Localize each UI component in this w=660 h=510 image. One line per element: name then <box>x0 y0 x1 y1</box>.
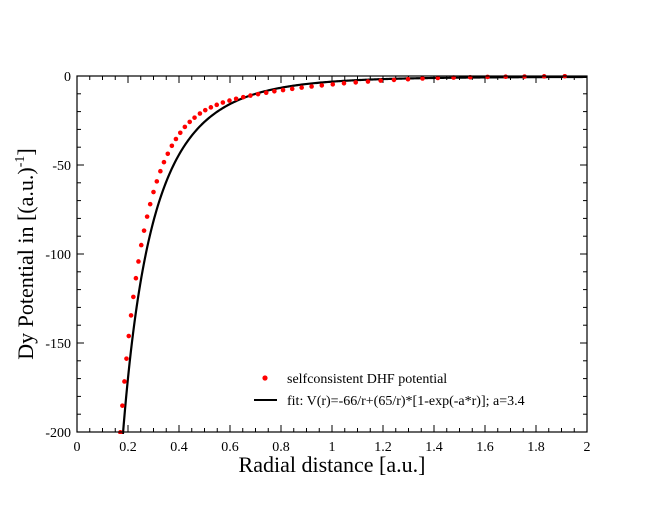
x-tick-label: 0 <box>74 440 81 455</box>
dhf-data-point <box>214 102 220 108</box>
x-tick-label: 1.4 <box>425 440 443 455</box>
dhf-data-point <box>147 201 153 207</box>
y-axis-title-main: Dy Potential in [(a.u.) <box>13 167 38 359</box>
dhf-data-point <box>263 90 269 96</box>
x-tick-label: 1.2 <box>374 440 392 455</box>
dhf-data-point <box>138 242 144 248</box>
dhf-data-point <box>405 76 411 82</box>
dhf-data-point <box>289 86 295 92</box>
y-tick-label: -50 <box>52 159 71 174</box>
y-axis-title-superscript: -1 <box>13 156 28 168</box>
dhf-data-point <box>122 379 127 384</box>
dhf-data-point <box>128 313 134 318</box>
dhf-data-point <box>192 115 197 120</box>
legend-label-dhf: selfconsistent DHF potential <box>287 372 447 387</box>
dhf-data-point <box>299 85 304 90</box>
dhf-data-point <box>240 94 246 100</box>
dhf-data-point <box>182 124 188 130</box>
dhf-data-point <box>220 100 226 105</box>
dhf-data-point <box>173 136 179 142</box>
dhf-data-point <box>158 168 163 174</box>
dhf-data-point <box>330 82 336 87</box>
dhf-data-point <box>124 356 129 361</box>
dhf-data-point <box>227 98 232 103</box>
dhf-data-point <box>391 77 397 83</box>
dhf-data-point <box>485 74 490 80</box>
x-tick-label: 1 <box>329 440 336 455</box>
dhf-data-point <box>208 105 214 110</box>
x-tick-label: 0.4 <box>170 440 188 455</box>
dhf-data-point <box>144 214 150 219</box>
x-axis-title: Radial distance [a.u.] <box>239 452 426 477</box>
y-tick-label: -200 <box>45 426 71 441</box>
dhf-data-point <box>126 333 132 339</box>
dhf-data-point <box>177 130 183 136</box>
y-tick-label: -150 <box>45 337 71 352</box>
dhf-data-point <box>165 151 171 157</box>
dhf-data-point <box>435 75 441 81</box>
dhf-data-point <box>353 80 359 85</box>
dhf-data-point <box>120 403 125 408</box>
dhf-data-point <box>319 83 325 88</box>
x-tick-label: 0.8 <box>272 440 290 455</box>
dhf-data-point <box>248 93 253 98</box>
dhf-data-point <box>233 96 239 102</box>
tick-labels: 0 0.2 0.4 0.6 0.8 1 1.2 1.4 1.6 1.8 2 0 -50 -100 -150 -… <box>45 70 590 455</box>
dhf-data-point <box>272 89 277 94</box>
plot-frame <box>76 75 588 433</box>
x-tick-label: 0.6 <box>221 440 239 455</box>
dhf-data-point <box>187 119 193 125</box>
dhf-data-point <box>255 91 261 97</box>
y-tick-label: -100 <box>45 248 71 263</box>
series-layer <box>118 74 587 434</box>
dhf-data-point <box>131 294 136 300</box>
dhf-data-point <box>309 84 314 89</box>
dhf-data-point <box>280 87 286 93</box>
dhf-data-point <box>154 179 160 184</box>
y-axis-title: Dy Potential in [(a.u.)-1] <box>13 148 38 359</box>
legend-label-fit: fit: V(r)=-66/r+(65/r)*[1-exp(-a*r)]; a=… <box>287 394 525 409</box>
dhf-data-point <box>169 143 175 149</box>
x-tick-label: 1.8 <box>527 440 545 455</box>
dhf-data-point <box>197 111 203 116</box>
dhf-data-point <box>141 228 147 233</box>
dhf-data-point <box>378 78 384 83</box>
x-tick-label: 0.2 <box>119 440 137 455</box>
dhf-data-point <box>151 189 156 195</box>
x-tick-label: 2 <box>584 440 591 455</box>
fit-curve <box>121 75 587 434</box>
dhf-data-point <box>365 79 371 84</box>
y-axis-title-suffix: ] <box>13 148 38 155</box>
legend: selfconsistent DHF potential fit: V(r)=-… <box>254 372 525 409</box>
legend-marker-dhf <box>262 375 268 381</box>
x-tick-label: 1.6 <box>476 440 494 455</box>
dhf-data-point <box>420 76 425 81</box>
dhf-data-point <box>133 275 139 281</box>
dhf-data-point <box>341 80 347 86</box>
dhf-data-point <box>136 259 141 264</box>
dhf-data-point <box>503 74 508 80</box>
dhf-data-point <box>161 159 167 165</box>
y-tick-label: 0 <box>64 70 71 85</box>
dhf-data-point <box>202 107 208 113</box>
